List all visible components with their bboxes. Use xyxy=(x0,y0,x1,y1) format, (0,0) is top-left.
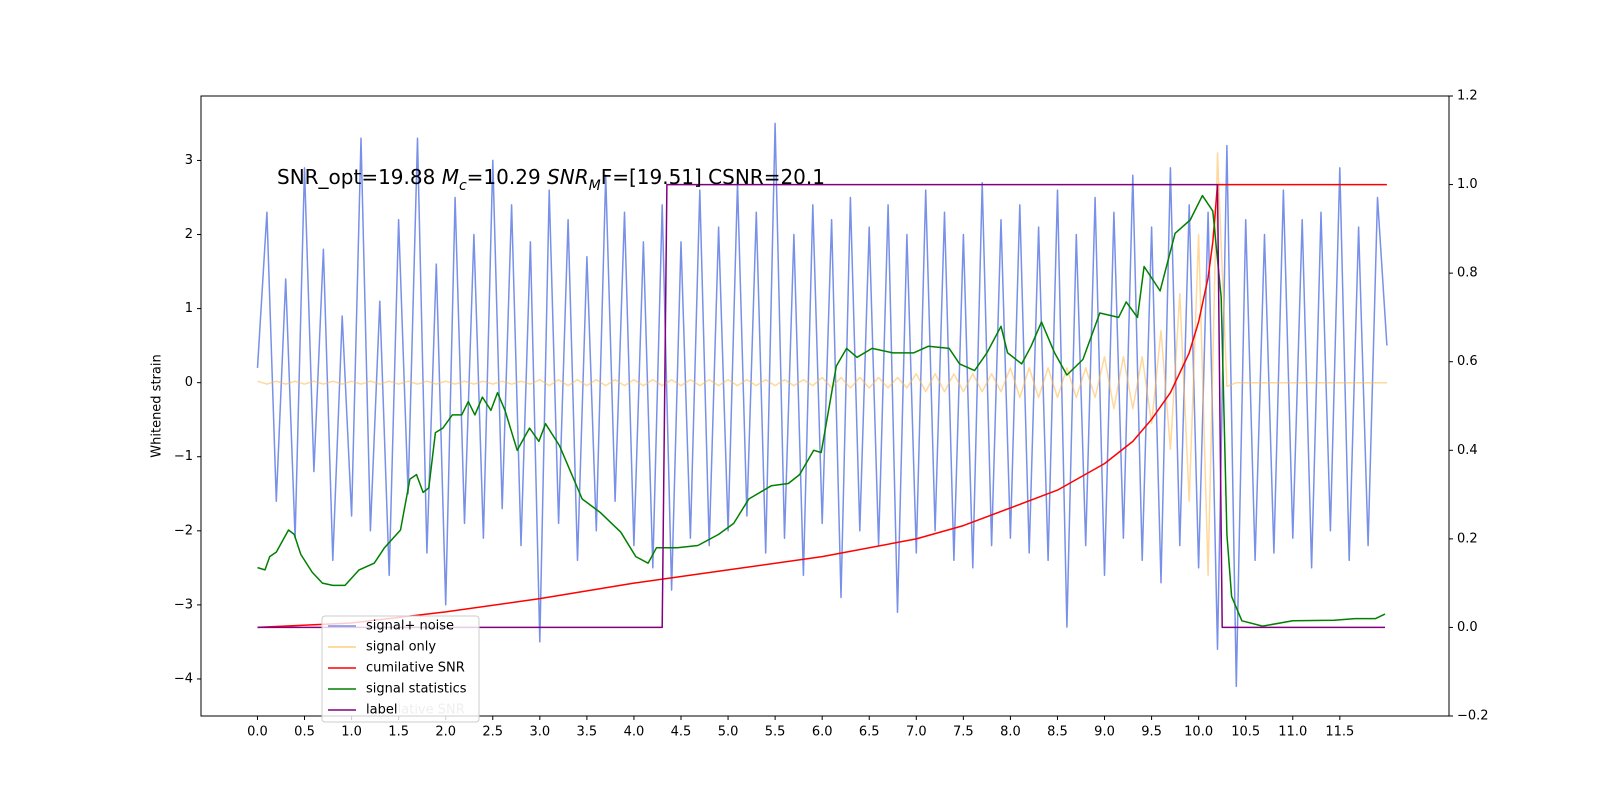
y2-tick-label: 1.2 xyxy=(1457,89,1478,104)
x-tick-label: 1.0 xyxy=(341,725,362,740)
x-tick-label: 3.5 xyxy=(577,725,598,740)
y-tick-label: −2 xyxy=(174,523,193,538)
x-tick-label: 4.0 xyxy=(624,725,645,740)
annotation-part: F=[19.51] CSNR=20.1 xyxy=(601,165,825,189)
x-tick-label: 5.5 xyxy=(765,725,786,740)
x-tick-label: 8.5 xyxy=(1047,725,1068,740)
y-tick-label: 1 xyxy=(185,301,193,316)
annotation-part: M xyxy=(442,165,459,189)
y-axis-label: Whitened strain xyxy=(150,354,165,457)
x-tick-label: 6.0 xyxy=(812,725,833,740)
annotation: SNR_opt=19.88 Mc=10.29 SNRMF=[19.51] CSN… xyxy=(277,165,825,195)
annotation-part: =10.29 xyxy=(467,165,547,189)
y2-tick-label: 0.6 xyxy=(1457,354,1478,369)
y-tick-label: −3 xyxy=(174,597,193,612)
plot-frame xyxy=(200,95,1450,717)
series-line xyxy=(257,183,1385,629)
series-line xyxy=(257,152,1387,577)
annotation-part: c xyxy=(459,178,467,194)
x-tick-label: 6.5 xyxy=(859,725,880,740)
annotation-part: M xyxy=(589,178,601,194)
x-tick-label: 4.5 xyxy=(671,725,692,740)
x-tick-label: 9.0 xyxy=(1094,725,1115,740)
y-tick-label: −4 xyxy=(174,671,193,686)
x-tick-label: 10.5 xyxy=(1231,725,1260,740)
annotation-part: SNR xyxy=(547,165,589,189)
legend-label: signal statistics xyxy=(366,682,467,697)
x-tick-label: 5.0 xyxy=(718,725,739,740)
y2-tick-label: 0.2 xyxy=(1457,531,1478,546)
series-line xyxy=(257,183,1387,629)
x-tick-label: 10.0 xyxy=(1184,725,1213,740)
y2-tick-label: 1.0 xyxy=(1457,177,1478,192)
y-tick-label: 0 xyxy=(185,375,193,390)
y-tick-label: 2 xyxy=(185,227,193,242)
annotation-part: SNR_opt=19.88 xyxy=(277,165,442,189)
y2-tick-label: 0.0 xyxy=(1457,620,1478,635)
x-tick-label: 11.5 xyxy=(1325,725,1354,740)
legend-label: cumilative SNR xyxy=(366,661,465,676)
x-tick-label: 1.5 xyxy=(388,725,409,740)
x-tick-label: 0.0 xyxy=(247,725,268,740)
series-line xyxy=(256,122,1388,688)
x-tick-label: 8.0 xyxy=(1000,725,1021,740)
y2-tick-label: 0.8 xyxy=(1457,266,1478,281)
series-line xyxy=(257,194,1386,627)
x-tick-label: 9.5 xyxy=(1141,725,1162,740)
x-tick-label: 7.5 xyxy=(953,725,974,740)
x-tick-label: 11.0 xyxy=(1278,725,1307,740)
x-tick-label: 2.0 xyxy=(435,725,456,740)
y2-tick-label: −0.2 xyxy=(1457,709,1489,724)
x-tick-label: 0.5 xyxy=(294,725,315,740)
y2-tick-label: 0.4 xyxy=(1457,443,1478,458)
x-tick-label: 2.5 xyxy=(482,725,503,740)
y-tick-label: 3 xyxy=(185,153,193,168)
legend-label: signal only xyxy=(366,640,436,655)
x-tick-label: 7.0 xyxy=(906,725,927,740)
x-tick-label: 3.0 xyxy=(529,725,550,740)
y-tick-label: −1 xyxy=(174,449,193,464)
legend-label: label xyxy=(366,703,397,718)
legend-box xyxy=(321,615,480,723)
legend-label: signal+ noise xyxy=(366,619,454,634)
